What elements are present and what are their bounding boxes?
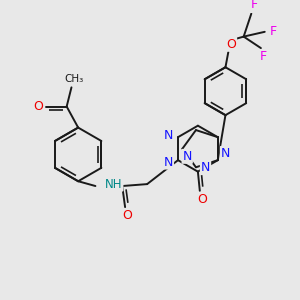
Text: F: F [270,25,277,38]
Text: N: N [164,156,173,169]
Text: F: F [250,0,258,11]
Text: O: O [33,100,43,113]
Text: O: O [122,209,132,222]
Text: N: N [182,150,192,163]
Text: N: N [221,147,230,160]
Text: CH₃: CH₃ [65,74,84,84]
Text: N: N [201,161,210,174]
Text: F: F [260,50,267,63]
Text: N: N [164,129,173,142]
Text: NH: NH [105,178,122,190]
Text: O: O [197,193,207,206]
Text: O: O [226,38,236,51]
